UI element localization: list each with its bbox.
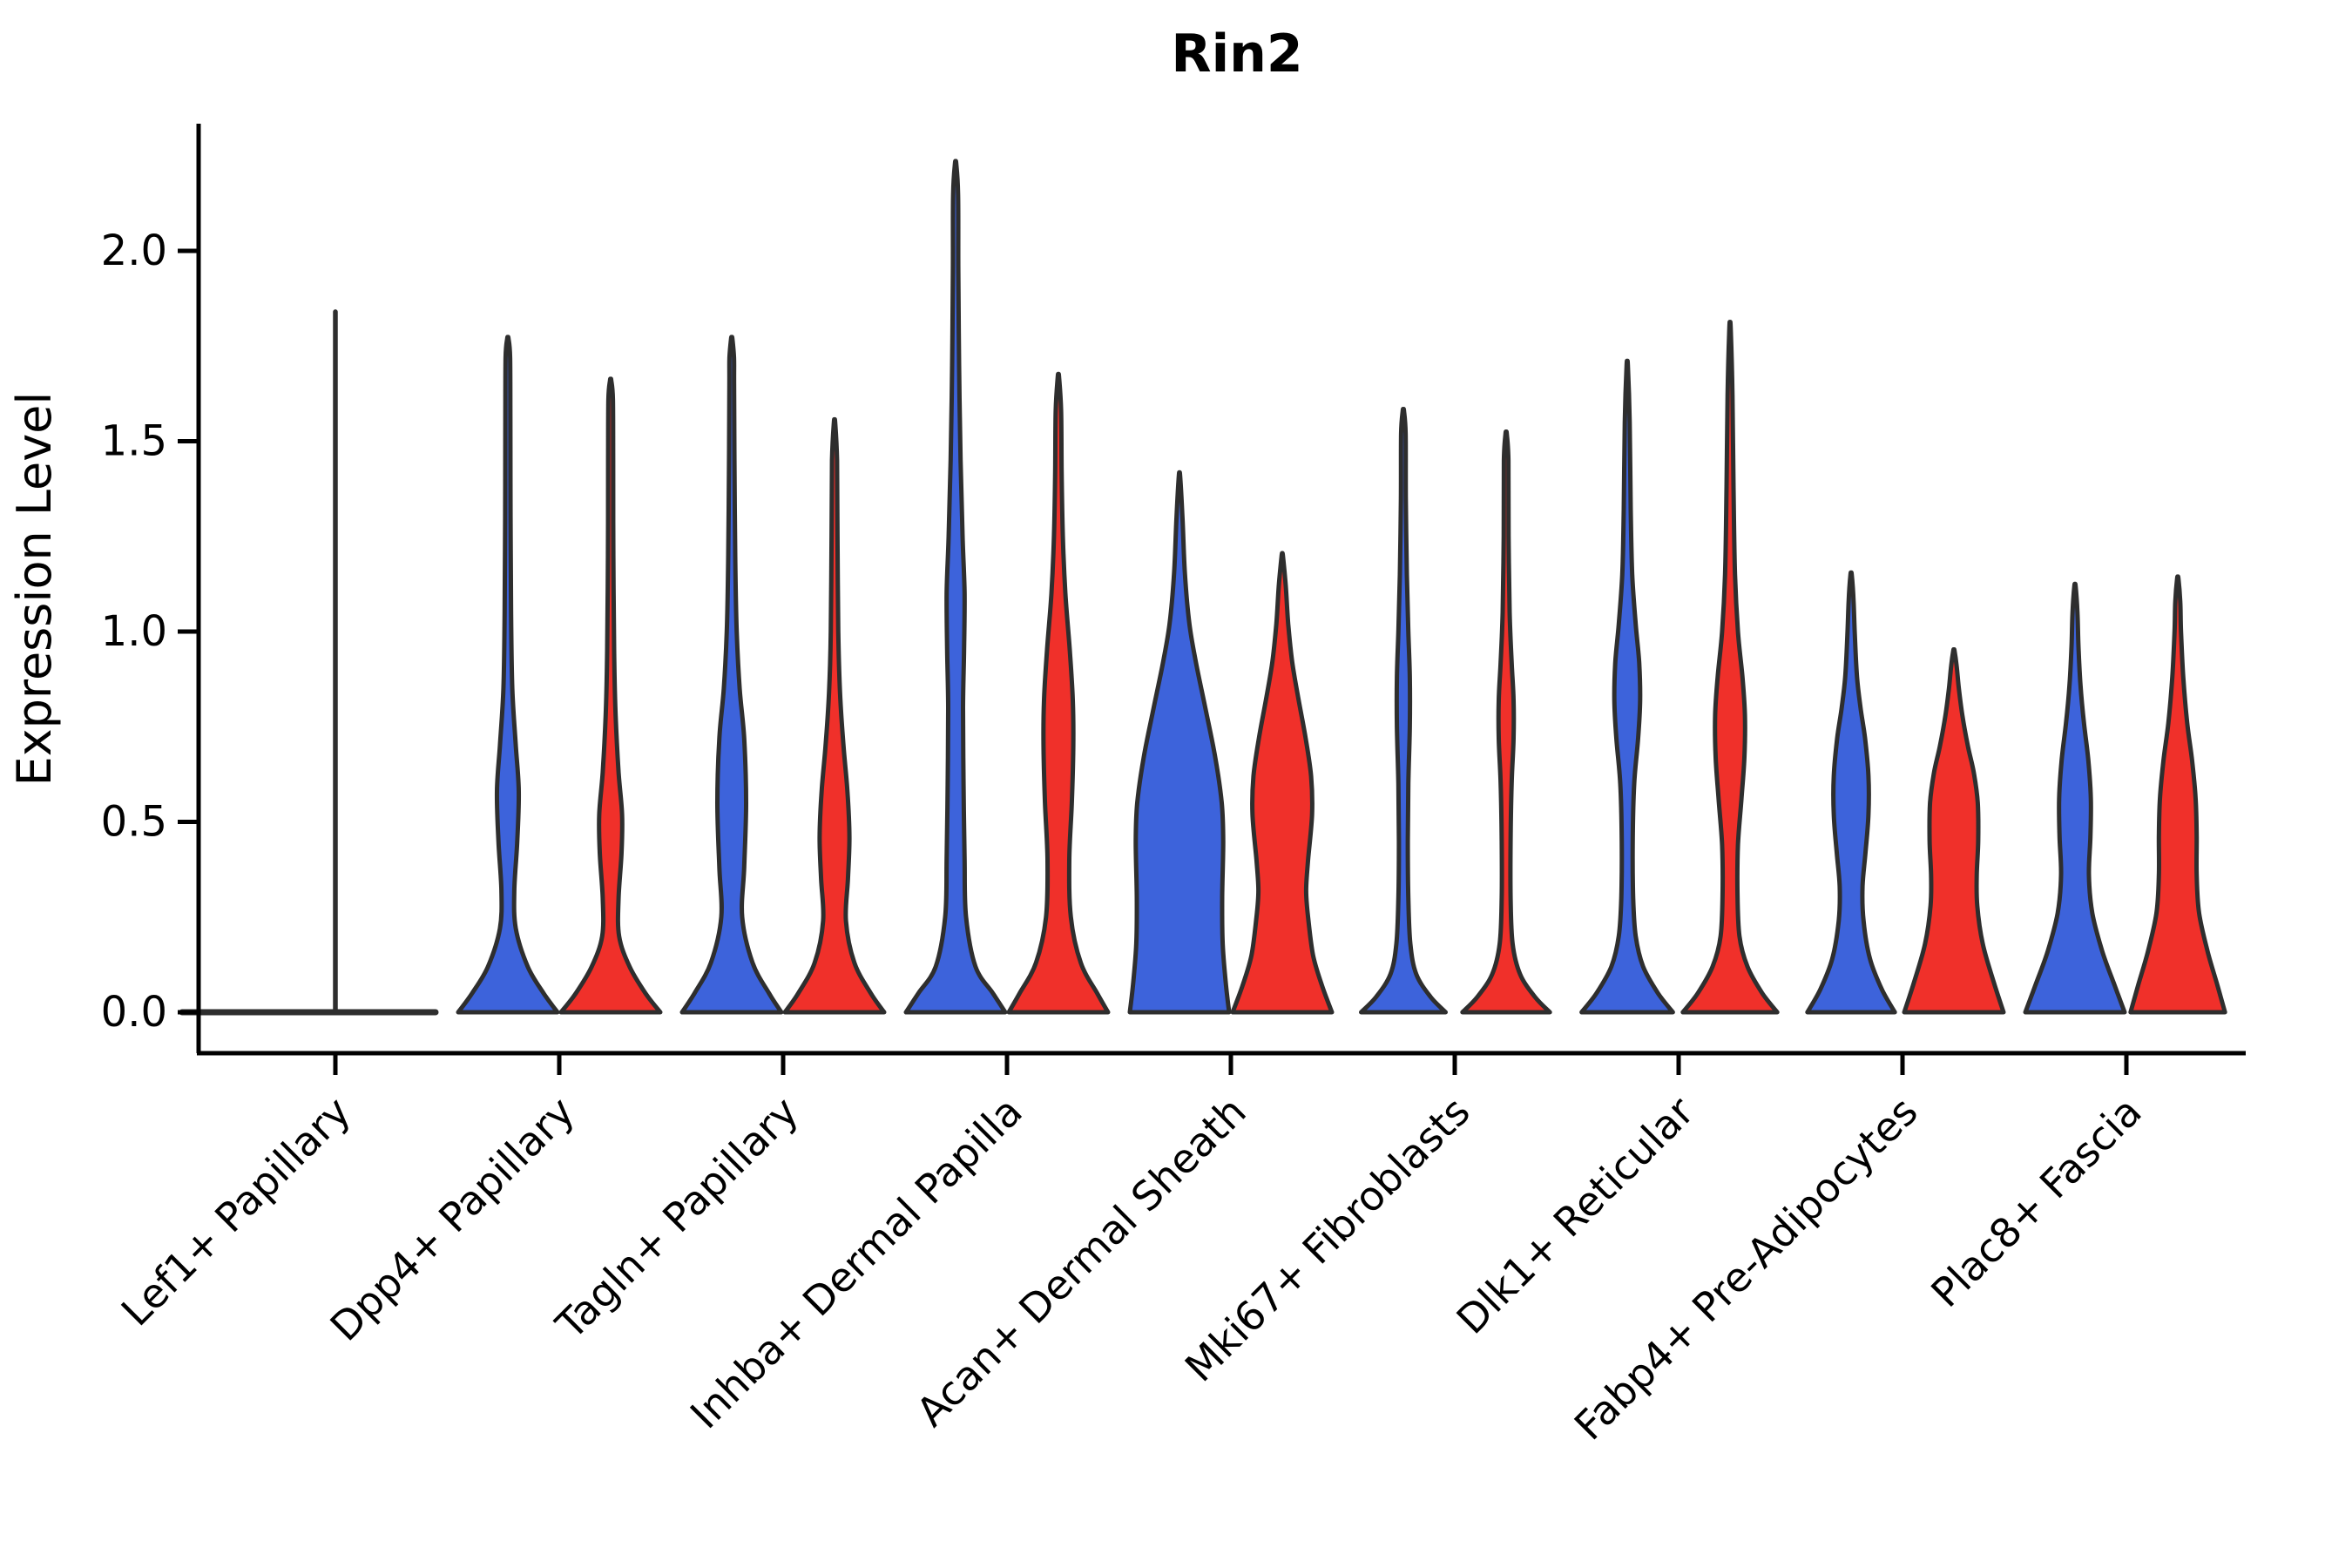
violin-plac8-fascia-blue xyxy=(2023,581,2127,1015)
violin-dpp4-papillary-blue xyxy=(456,335,560,1015)
chart-title: Rin2 xyxy=(1171,24,1302,84)
violin-inhba-dermal-papilla-blue xyxy=(903,159,1008,1015)
y-axis-label: Expression Level xyxy=(7,392,62,787)
violin-plac8-fascia-red xyxy=(2128,574,2227,1015)
x-tick-label-dpp4-papillary: Dpp4+ Papillary xyxy=(321,1088,584,1350)
y-tick-label: 2.0 xyxy=(101,226,167,275)
violin-tagln-papillary-blue xyxy=(679,335,784,1015)
violin-mki67-fibroblasts-blue xyxy=(1359,407,1448,1015)
x-tick-label-tagln-papillary: Tagln+ Papillary xyxy=(546,1088,808,1349)
violin-tagln-papillary-red xyxy=(782,416,887,1015)
violin-dlk1-reticular-red xyxy=(1680,320,1780,1015)
y-tick-label: 0.5 xyxy=(101,798,167,847)
violin-fabp4-pre-adipocytes-blue xyxy=(1805,570,1897,1015)
y-tick-label: 0.0 xyxy=(101,988,167,1037)
violins-layer xyxy=(179,159,2227,1016)
violin-dpp4-papillary-red xyxy=(558,376,663,1015)
x-tick-label-lef1-papillary: Lef1+ Papillary xyxy=(112,1088,360,1335)
violin-inhba-dermal-papilla-red xyxy=(1006,371,1111,1015)
y-tick-label: 1.0 xyxy=(101,607,167,656)
x-tick-label-plac8-fascia: Plac8+ Fascia xyxy=(1922,1088,2150,1316)
violin-acan-dermal-sheath-red xyxy=(1230,551,1335,1015)
x-tick-label-dlk1-reticular: Dlk1+ Reticular xyxy=(1448,1088,1703,1343)
violin-acan-dermal-sheath-blue xyxy=(1127,470,1232,1015)
violin-dlk1-reticular-blue xyxy=(1579,358,1675,1015)
violin-mki67-fibroblasts-red xyxy=(1460,429,1552,1015)
axes-layer xyxy=(178,124,2246,1075)
violin-fabp4-pre-adipocytes-red xyxy=(1902,647,2006,1015)
y-tick-label: 1.5 xyxy=(101,417,167,466)
